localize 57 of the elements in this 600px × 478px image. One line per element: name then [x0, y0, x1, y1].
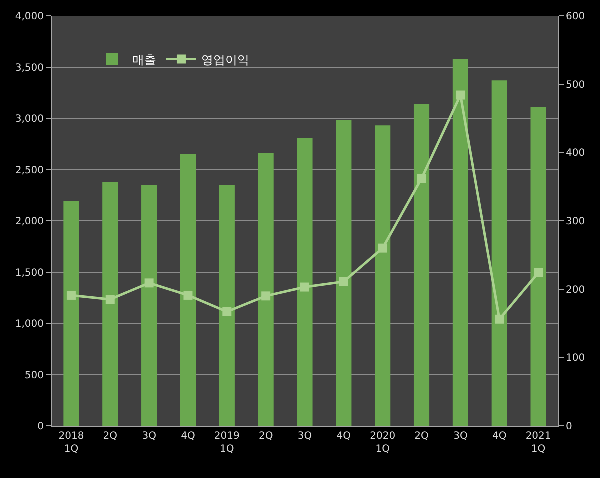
- bar: [492, 80, 508, 426]
- x-tick-label: 2020 1Q: [370, 431, 396, 455]
- bar: [219, 185, 235, 426]
- bar: [64, 202, 80, 426]
- point: [222, 307, 232, 316]
- bar: [530, 107, 546, 426]
- x-tick-label: 2021 1Q: [526, 431, 552, 455]
- x-tick-label: 3Q: [142, 431, 157, 442]
- y2-tick-label: 200: [566, 284, 586, 296]
- x-tick-label: 4Q: [492, 431, 507, 442]
- bar: [180, 154, 196, 426]
- x-tick-label: 2019 1Q: [214, 431, 240, 455]
- y2-tick-label: 500: [566, 80, 586, 91]
- y-tick-label: 0: [38, 422, 44, 432]
- point: [456, 90, 466, 100]
- bar: [414, 104, 430, 426]
- y2-tick-label: 600: [566, 12, 586, 22]
- point: [300, 282, 310, 292]
- point: [495, 314, 504, 324]
- x-tick-label: 4Q: [336, 431, 352, 442]
- y2-tick-label: 300: [566, 216, 586, 228]
- bar: [336, 120, 352, 426]
- y2-tick-label: 400: [566, 148, 586, 160]
- point: [106, 295, 115, 304]
- bar: [258, 153, 274, 426]
- point: [144, 278, 154, 288]
- point: [417, 174, 426, 184]
- y2-tick-label: 100: [566, 353, 586, 364]
- y-tick-label: 2,000: [15, 216, 44, 228]
- x-tick-label: 2Q: [258, 431, 274, 442]
- y-tick-label: 3,000: [15, 114, 44, 125]
- bar: [452, 59, 468, 426]
- x-tick-label: 3Q: [298, 431, 312, 442]
- y-tick-label: 500: [24, 370, 44, 382]
- x-tick-label: 4Q: [181, 431, 196, 442]
- x-tick-label: 3Q: [454, 431, 468, 442]
- y-tick-label: 1,500: [15, 268, 44, 279]
- point: [534, 268, 544, 278]
- point: [66, 290, 76, 300]
- bar: [297, 138, 313, 426]
- point: [184, 290, 193, 300]
- y-tick-label: 4,000: [15, 12, 44, 22]
- x-tick-label: 2Q: [103, 431, 118, 442]
- point: [262, 292, 271, 301]
- bar: [102, 182, 118, 426]
- point: [339, 277, 348, 286]
- legend-label: 매출: [132, 52, 156, 67]
- x-tick-label: 2Q: [414, 431, 430, 442]
- legend-label: 영업이익: [201, 52, 250, 67]
- point: [378, 244, 388, 253]
- y-tick-label: 2,500: [15, 165, 44, 176]
- bar: [142, 185, 158, 426]
- x-tick-label: 2018 1Q: [58, 431, 84, 455]
- bar: [375, 126, 391, 426]
- y2-tick-label: 0: [566, 422, 572, 432]
- y-tick-label: 1,000: [15, 319, 44, 330]
- y-tick-label: 3,500: [15, 62, 44, 74]
